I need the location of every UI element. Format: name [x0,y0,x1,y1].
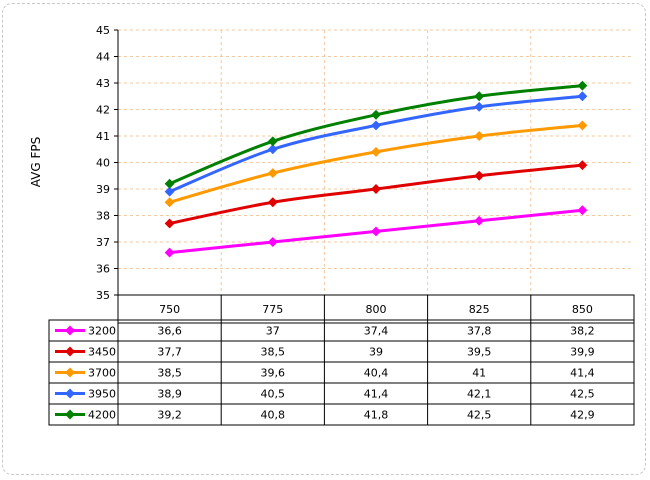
data-label: 38,2 [570,325,595,338]
legend-label: 3450 [88,346,116,359]
data-point-3950 [164,186,175,197]
data-point-3950 [577,91,588,102]
data-label: 37 [266,325,280,338]
data-point-3200 [474,215,485,226]
data-point-3200 [164,247,175,258]
data-label: 42,5 [467,409,492,422]
data-label: 40,5 [261,388,286,401]
data-point-3450 [267,197,278,208]
data-point-3200 [577,205,588,216]
y-tick-label: 43 [96,77,110,90]
y-tick-label: 42 [96,104,110,117]
x-tick-label: 750 [159,303,180,316]
data-point-3700 [164,197,175,208]
data-point-3450 [164,218,175,229]
data-label: 39,2 [157,409,182,422]
data-label: 42,5 [570,388,595,401]
x-tick-label: 850 [572,303,593,316]
data-point-3700 [267,168,278,179]
data-point-4200 [577,80,588,91]
data-label: 40,4 [364,367,389,380]
data-label: 39,6 [261,367,286,380]
data-label: 38,9 [157,388,182,401]
legend-swatch-marker [65,346,75,357]
data-label: 37,8 [467,325,492,338]
y-axis-label: AVG FPS [29,137,43,188]
data-point-3450 [371,184,381,194]
x-tick-label: 825 [469,303,490,316]
data-label: 42,1 [467,388,492,401]
data-point-3200 [371,226,381,237]
data-point-3950 [474,101,485,112]
y-tick-label: 44 [96,51,110,64]
data-label: 41,4 [364,388,389,401]
data-label: 38,5 [261,346,286,359]
data-label: 40,8 [261,409,286,422]
data-point-3700 [474,131,485,141]
data-point-3950 [371,120,381,131]
data-point-3450 [577,160,588,171]
data-label: 39,9 [570,346,595,359]
data-label: 39,5 [467,346,492,359]
series-line-4200 [169,84,583,186]
data-point-4200 [371,109,381,120]
series-lines [164,80,588,258]
y-tick-label: 38 [96,210,110,223]
y-tick-label: 39 [96,183,110,196]
legend-swatch-marker [65,325,75,336]
data-label: 38,5 [157,367,182,380]
table-body-border [48,319,635,426]
data-label: 42,9 [570,409,595,422]
data-point-4200 [164,178,175,189]
series-line-3450 [169,163,583,225]
legend-label: 3700 [88,367,116,380]
gridlines [118,29,634,295]
y-tick-label: 41 [96,130,110,143]
legend-label: 4200 [88,409,116,422]
data-point-3450 [474,170,485,181]
legend-swatch-marker [65,409,75,420]
x-tick-label: 775 [262,303,283,316]
data-label: 41,8 [364,409,389,422]
data-point-3950 [267,144,278,155]
legend-label: 3950 [88,388,116,401]
x-tick-label: 800 [366,303,387,316]
y-tick-label: 37 [96,236,110,249]
data-label: 39 [369,346,383,359]
y-tick-label: 40 [96,157,110,170]
data-label: 36,6 [157,325,182,338]
y-tick-label: 35 [96,289,110,302]
data-point-4200 [267,136,278,147]
y-tick-label: 45 [96,24,110,37]
data-label: 41 [472,367,486,380]
legend-label: 3200 [88,325,116,338]
legend-swatch-marker [65,367,75,378]
data-point-3200 [267,237,278,247]
y-tick-label: 36 [96,263,110,276]
chart-frame [2,3,646,475]
data-point-3700 [371,146,381,157]
axes: 35 36 37 38 39 40 41 42 43 44 45 [96,24,119,302]
data-label: 37,7 [157,346,182,359]
data-label: 41,4 [570,367,595,380]
data-label: 37,4 [364,325,389,338]
data-point-3700 [577,120,588,131]
data-point-4200 [474,91,485,102]
legend-swatch-marker [65,388,75,399]
data-table: 750 775 800 825 850 3200 36,6 37 37,4 37,8 38,2 345… [48,294,635,426]
